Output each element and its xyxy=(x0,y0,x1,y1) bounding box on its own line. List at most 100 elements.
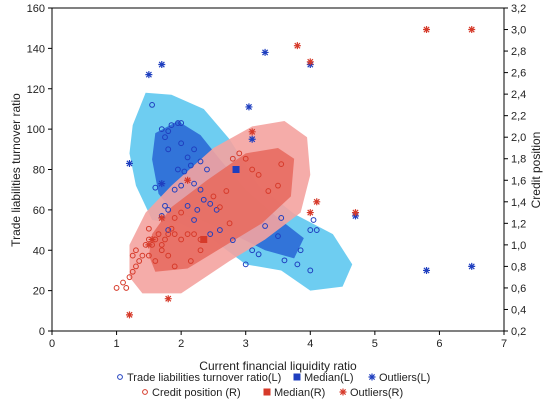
y-right-tick-label-9: 2,0 xyxy=(511,132,526,144)
point-s0-5 xyxy=(178,120,185,126)
point-s1-0 xyxy=(232,166,240,173)
y-left-tick-label-4: 80 xyxy=(33,165,45,177)
point-s3-8 xyxy=(133,247,139,254)
legend-marker-3 xyxy=(142,389,148,395)
y-right-tick-label-6: 1,4 xyxy=(511,197,526,209)
y-left-tick-label-6: 120 xyxy=(27,84,45,96)
point-s5-1 xyxy=(145,241,153,249)
point-s3-31 xyxy=(210,193,217,200)
legend-marker-5 xyxy=(339,388,347,396)
point-s0-18 xyxy=(178,182,185,189)
x-tick-label-1: 1 xyxy=(114,338,120,350)
y-right-tick-label-14: 3,0 xyxy=(511,25,526,37)
point-s0-10 xyxy=(184,154,191,161)
point-s3-45 xyxy=(197,247,204,254)
point-s3-9 xyxy=(139,252,146,259)
point-s3-7 xyxy=(129,252,136,259)
point-s3-43 xyxy=(187,258,194,264)
y-right-tick-label-4: 1,0 xyxy=(511,240,526,252)
point-s3-35 xyxy=(229,155,236,162)
y-axis-right-title: Credit position xyxy=(529,132,543,209)
point-s3-41 xyxy=(278,161,285,168)
point-s3-28 xyxy=(145,225,152,232)
y-left-tick-label-1: 20 xyxy=(33,286,45,298)
y-left-tick-label-5: 100 xyxy=(27,124,45,136)
point-s5-0 xyxy=(125,311,133,319)
point-s3-27 xyxy=(165,252,172,259)
point-s3-44 xyxy=(171,263,178,270)
point-s0-24 xyxy=(184,202,191,209)
y-right-tick-label-7: 1,6 xyxy=(511,175,526,187)
plot-regions-layer xyxy=(129,92,353,294)
y-right-tick-label-15: 3,2 xyxy=(511,3,526,15)
point-s3-20 xyxy=(178,236,185,243)
point-s3-40 xyxy=(265,188,272,194)
point-s0-17 xyxy=(171,186,178,193)
point-s5-8 xyxy=(306,209,314,217)
x-axis-title: Current financial liquidity ratio xyxy=(199,359,357,373)
point-s0-1 xyxy=(158,126,165,133)
point-s2-8 xyxy=(468,262,476,270)
y-left-tick-label-0: 0 xyxy=(39,326,45,338)
point-s3-0 xyxy=(113,285,120,291)
point-s0-6 xyxy=(162,134,168,141)
point-s3-26 xyxy=(158,247,165,254)
point-s4-0 xyxy=(200,235,208,243)
point-s5-9 xyxy=(313,198,321,206)
point-s3-17 xyxy=(165,231,172,238)
y-axis-left-title: Trade liabilities turnover ratio xyxy=(9,93,23,247)
point-s3-19 xyxy=(171,231,178,238)
y-left-tick-label-7: 140 xyxy=(27,43,45,55)
point-s0-26 xyxy=(200,196,207,203)
plot-points-layer xyxy=(113,26,476,319)
x-axis: 0 1 2 3 4 5 6 7 xyxy=(49,331,507,350)
point-s3-15 xyxy=(158,241,165,248)
point-s3-38 xyxy=(249,166,256,173)
point-s0-25 xyxy=(194,206,201,213)
point-s5-2 xyxy=(148,235,156,243)
point-s5-4 xyxy=(184,176,192,184)
point-s0-7 xyxy=(165,146,172,153)
point-s0-0 xyxy=(149,102,155,108)
point-s0-40 xyxy=(307,227,314,233)
point-s0-30 xyxy=(165,227,172,233)
point-s0-27 xyxy=(207,200,214,207)
point-s3-34 xyxy=(226,220,233,227)
point-s0-34 xyxy=(255,251,262,258)
point-s0-42 xyxy=(313,227,320,233)
point-s3-30 xyxy=(178,209,185,216)
point-s3-39 xyxy=(255,171,262,178)
y-left-tick-label-8: 160 xyxy=(27,3,45,15)
point-s2-4 xyxy=(261,48,269,56)
point-s3-18 xyxy=(168,225,175,232)
point-s0-44 xyxy=(262,223,268,229)
point-s3-29 xyxy=(171,215,178,221)
point-s3-42 xyxy=(275,182,281,189)
point-s3-4 xyxy=(129,268,136,275)
point-s3-36 xyxy=(236,150,243,157)
legend-marker-2 xyxy=(368,373,376,381)
point-s3-6 xyxy=(136,258,143,264)
point-s0-12 xyxy=(197,158,204,165)
point-s2-7 xyxy=(423,266,431,274)
point-s3-1 xyxy=(120,279,126,286)
point-s3-21 xyxy=(184,231,191,238)
point-s0-36 xyxy=(275,233,281,240)
y-right-tick-label-8: 1,8 xyxy=(511,154,526,166)
point-s0-32 xyxy=(216,227,223,233)
legend-marker-4 xyxy=(263,388,271,396)
point-s0-20 xyxy=(197,186,204,193)
point-s0-45 xyxy=(278,215,285,221)
y-right-tick-label-13: 2,8 xyxy=(511,46,526,58)
point-s0-4 xyxy=(175,120,181,126)
point-s3-3 xyxy=(126,274,133,281)
legend-label-1: Median(L) xyxy=(304,372,354,384)
x-tick-label-3: 3 xyxy=(243,338,249,350)
point-s3-22 xyxy=(191,231,197,238)
point-s5-6 xyxy=(293,42,301,50)
y-right-tick-label-1: 0,4 xyxy=(511,304,526,316)
y-right-tick-label-2: 0,6 xyxy=(511,283,526,295)
point-s2-1 xyxy=(145,71,153,79)
point-s5-5 xyxy=(248,128,256,136)
